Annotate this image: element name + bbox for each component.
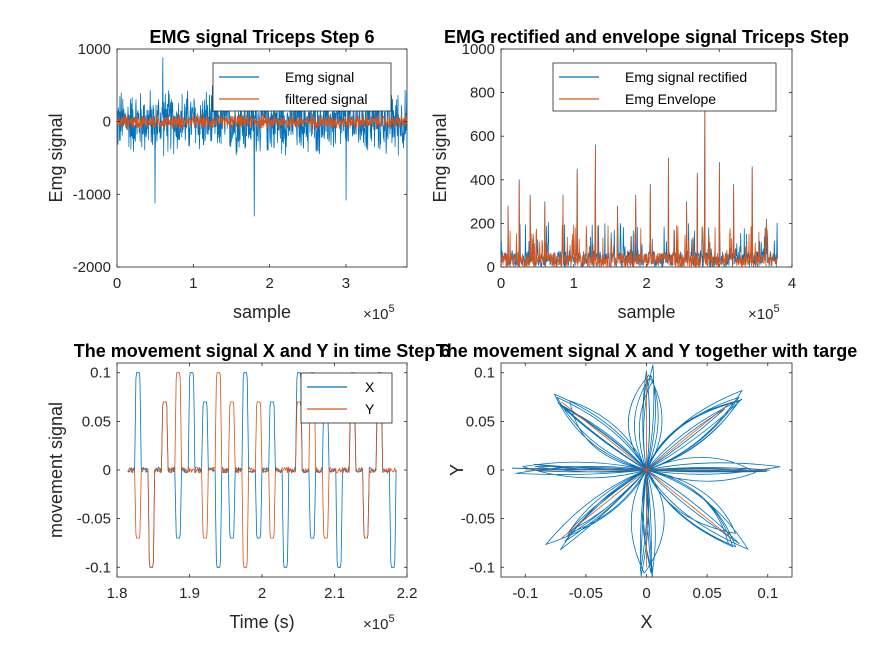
y-tick-label: 0 (487, 259, 495, 276)
legend-box (300, 372, 393, 424)
y-tick-label: -0.05 (461, 511, 495, 528)
legend-entry-1: Emg signal (285, 69, 354, 85)
series-line-1 (511, 364, 781, 577)
subplot-4: -0.1 -0.05 0 0.05 0.1 -0.1 -0.05 0 0.05 0.1 X Y The … (436, 341, 857, 632)
y-tick-label: -2000 (73, 259, 111, 276)
x-exponent-power: 5 (388, 613, 394, 625)
series-group (511, 364, 781, 577)
legend: Emg signal rectified Emg Envelope (552, 62, 777, 112)
x-tick-label: 2.1 (324, 585, 345, 602)
x-tick-label: 0 (642, 585, 650, 602)
y-tick-label: 0.05 (82, 413, 111, 430)
x-tick-label: 1 (570, 275, 578, 292)
legend-box (552, 62, 777, 112)
y-tick-label: 1000 (462, 41, 495, 58)
x-exponent-base: ×10 (363, 306, 388, 323)
x-tick-label: 0.1 (757, 585, 778, 602)
subplot-2: 0 1 2 3 4 0 200 400 600 800 1000 ×105 sample Emg sign… (430, 27, 849, 323)
y-tick-label: -0.1 (85, 559, 111, 576)
x-tick-label: 3 (715, 275, 723, 292)
x-exponent-base: ×10 (363, 616, 388, 633)
legend-entry-2: filtered signal (285, 91, 368, 107)
x-tick-label: 1 (189, 275, 197, 292)
x-exponent-base: ×10 (748, 306, 773, 323)
x-tick-label: 1.9 (179, 585, 200, 602)
x-tick-label: 3 (342, 275, 350, 292)
y-tick-label: 600 (470, 128, 495, 145)
y-tick-label: 1000 (78, 41, 111, 58)
legend-entry-1: X (365, 379, 375, 395)
x-exponent-label: ×105 (363, 613, 395, 633)
x-tick-label: 2 (642, 275, 650, 292)
series-line-2 (501, 111, 778, 267)
y-tick-label: -0.1 (469, 559, 495, 576)
y-tick-label: 200 (470, 215, 495, 232)
legend-entry-2: Y (365, 401, 375, 417)
x-tick-label: 0.05 (693, 585, 722, 602)
x-axis-label: sample (617, 302, 675, 322)
x-exponent-label: ×105 (748, 303, 780, 323)
x-axis-label: sample (233, 302, 291, 322)
legend-entry-1: Emg signal rectified (625, 69, 747, 85)
chart-title: EMG rectified and envelope signal Tricep… (444, 27, 849, 47)
x-axis-label: X (640, 612, 652, 632)
x-axis-label: Time (s) (229, 612, 294, 632)
y-tick-label: 0.05 (466, 413, 495, 430)
x-tick-label: 2.2 (397, 585, 418, 602)
legend-box (212, 62, 392, 112)
x-tick-label: -0.05 (569, 585, 603, 602)
y-tick-label: 400 (470, 172, 495, 189)
subplot-3: 1.8 1.9 2 2.1 2.2 -0.1 -0.05 0 0.05 0.1 ×105 Time (… (46, 341, 450, 633)
x-tick-label: 1.8 (107, 585, 128, 602)
y-axis-label: Emg signal (430, 113, 450, 202)
x-tick-label: 4 (788, 275, 796, 292)
x-tick-label: 0 (113, 275, 121, 292)
legend: Emg signal filtered signal (212, 62, 392, 112)
y-tick-label: 800 (470, 85, 495, 102)
y-tick-label: 0 (103, 114, 111, 131)
y-tick-label: 0.1 (90, 365, 111, 382)
legend: XY (300, 372, 393, 424)
y-axis-label: Emg signal (46, 113, 66, 202)
series-group (501, 109, 778, 267)
x-tick-label: 2 (258, 585, 266, 602)
x-exponent-label: ×105 (363, 303, 395, 323)
y-tick-label: 0 (487, 462, 495, 479)
y-tick-label: -0.05 (77, 511, 111, 528)
chart-title: The movement signal X and Y in time Step… (74, 341, 450, 361)
x-exponent-power: 5 (773, 303, 779, 315)
y-tick-label: 0 (103, 462, 111, 479)
x-tick-label: 0 (497, 275, 505, 292)
y-tick-label: -1000 (73, 186, 111, 203)
y-tick-label: 0.1 (474, 365, 495, 382)
series-line-2 (525, 372, 768, 568)
y-axis-label: Y (447, 464, 467, 476)
legend-entry-2: Emg Envelope (625, 91, 716, 107)
y-axis-label: movement signal (46, 402, 66, 538)
x-tick-label: 2 (265, 275, 273, 292)
chart-title: The movement signal X and Y together wit… (436, 341, 857, 361)
x-exponent-power: 5 (388, 303, 394, 315)
series-line-2 (117, 113, 407, 130)
chart-title: EMG signal Triceps Step 6 (149, 27, 374, 47)
x-tick-label: -0.1 (512, 585, 538, 602)
